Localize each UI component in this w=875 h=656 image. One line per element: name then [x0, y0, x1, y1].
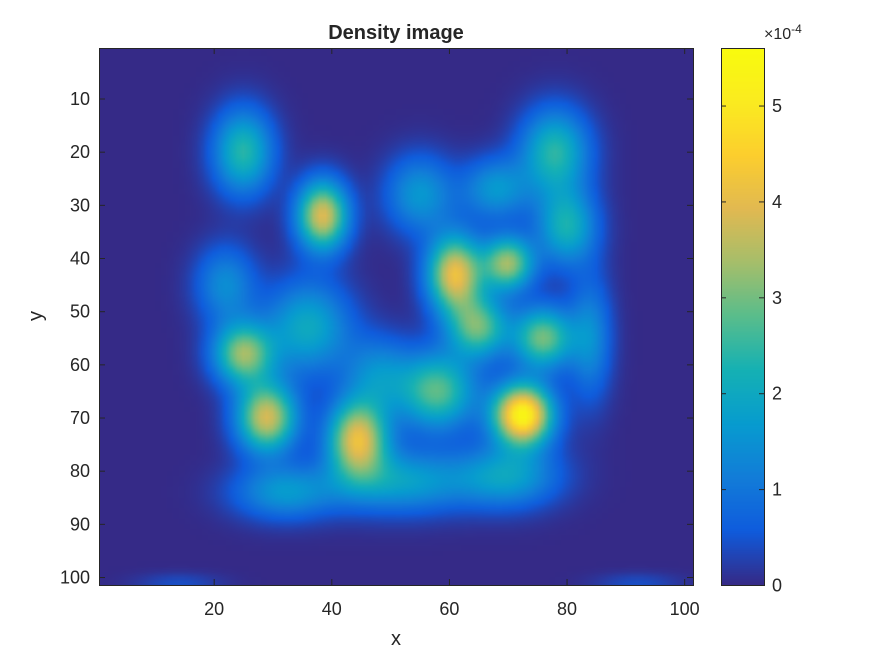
- y-axis-ticks: 10 20 30 40 50 60 70 80 90 100: [60, 89, 90, 588]
- x-tick-label: 80: [557, 599, 577, 619]
- y-tick-label: 60: [70, 355, 90, 375]
- y-tick-label: 10: [70, 89, 90, 109]
- y-tick-label: 20: [70, 142, 90, 162]
- x-tick-label: 20: [204, 599, 224, 619]
- colorbar-exponent-power: -4: [791, 22, 802, 36]
- y-axis-label: y: [25, 311, 47, 321]
- x-tick-label: 40: [322, 599, 342, 619]
- colorbar-tick-label: 3: [772, 288, 782, 308]
- colorbar: [721, 48, 764, 585]
- x-axis-label: x: [391, 628, 401, 650]
- svg-text:×10-4: ×10-4: [764, 22, 802, 43]
- y-tick-label: 40: [70, 249, 90, 269]
- colorbar-tick-label: 0: [772, 576, 782, 596]
- colorbar-tick-label: 1: [772, 480, 782, 500]
- y-tick-label: 50: [70, 302, 90, 322]
- colorbar-tick-label: 4: [772, 192, 782, 212]
- y-tick-label: 70: [70, 408, 90, 428]
- colorbar-tick-label: 5: [772, 96, 782, 116]
- x-axis-ticks: 20 40 60 80 100: [204, 599, 700, 619]
- density-heatmap: [99, 48, 693, 585]
- y-tick-label: 80: [70, 461, 90, 481]
- y-tick-label: 90: [70, 514, 90, 534]
- y-tick-label: 100: [60, 568, 90, 588]
- y-tick-label: 30: [70, 195, 90, 215]
- x-tick-label: 60: [439, 599, 459, 619]
- x-tick-label: 100: [670, 599, 700, 619]
- colorbar-exponent-base: ×10: [764, 26, 791, 43]
- chart-title: Density image: [328, 22, 464, 44]
- colorbar-tick-label: 2: [772, 384, 782, 404]
- colorbar-exponent: ×10-4: [764, 22, 802, 43]
- colorbar-ticks: 0 1 2 3 4 5: [772, 96, 782, 595]
